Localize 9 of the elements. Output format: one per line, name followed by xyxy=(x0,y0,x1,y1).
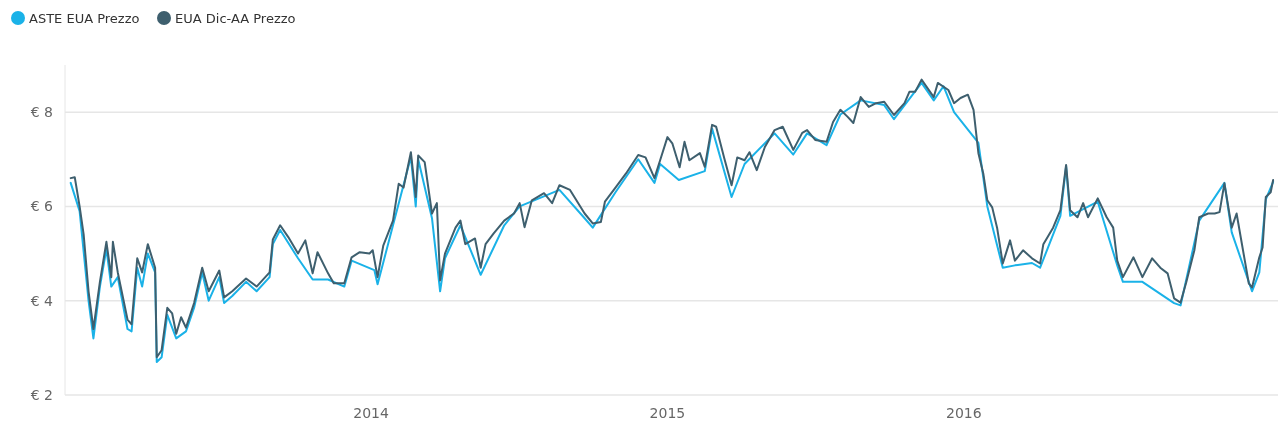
legend-label: EUA Dic-AA Prezzo xyxy=(175,10,296,26)
y-tick-label: € 8 xyxy=(30,104,53,121)
legend-label: ASTE EUA Prezzo xyxy=(29,10,140,26)
x-tick-label: 2014 xyxy=(353,405,389,421)
y-tick-label: € 2 xyxy=(30,386,53,403)
y-tick-label: € 4 xyxy=(30,292,54,309)
x-tick-label: 2015 xyxy=(649,405,686,421)
x-tick-label: 2016 xyxy=(945,405,982,421)
y-tick-label: € 6 xyxy=(30,198,54,215)
